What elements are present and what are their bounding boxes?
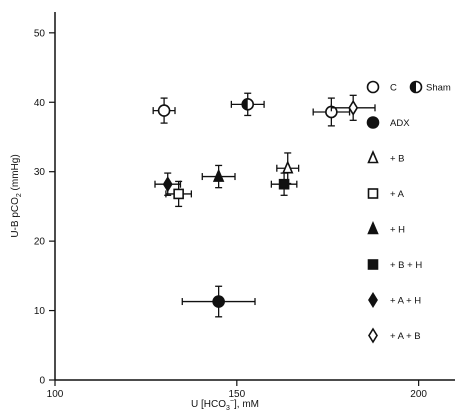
legend-square-filled-marker: [367, 259, 379, 270]
y-label-tail: (mmHg): [10, 154, 21, 193]
legend-circle-open-marker: [366, 80, 380, 94]
legend-triangle-open-marker: [367, 149, 379, 164]
x-label-superscript: −: [230, 398, 234, 405]
legend-label: Sham: [426, 83, 451, 94]
y-tick-label: 50: [34, 28, 46, 39]
legend-item: + B: [367, 149, 405, 165]
point-sham: [230, 92, 265, 117]
legend-label: + B + H: [390, 260, 422, 271]
point-c: [312, 97, 351, 127]
y-label-main: U-B pCO: [10, 197, 21, 238]
legend-item: ADX: [366, 116, 410, 129]
legend-square-open-marker: [367, 188, 379, 199]
legend-item: + H: [367, 220, 405, 236]
legend-item: + A: [367, 188, 405, 200]
point-a-h: [154, 172, 182, 196]
legend-item: C: [366, 80, 397, 94]
point-diamond-filled-marker: [162, 176, 173, 193]
point-circle-half-marker-fill: [242, 98, 248, 110]
point-b-h: [270, 172, 298, 196]
legend-label: + H: [390, 225, 405, 236]
legend-circle-filled-marker: [366, 116, 380, 129]
legend-label: + B: [390, 154, 405, 165]
legend-circle-half-marker-fill: [410, 81, 416, 93]
point-triangle-open-marker: [282, 160, 294, 174]
point-adx: [181, 285, 256, 318]
y-tick-label: 20: [34, 237, 46, 248]
y-tick-label: 30: [34, 167, 46, 178]
x-label-subscript: 3: [226, 405, 230, 412]
legend-label: ADX: [390, 118, 410, 129]
legend-item: + A + H: [368, 291, 421, 309]
point-circle-open-marker: [157, 104, 171, 117]
point-square-open-marker: [173, 188, 184, 200]
legend-diamond-open-marker: [368, 327, 378, 344]
legend-label: + A + H: [390, 296, 421, 307]
legend-item: + A + B: [368, 327, 421, 344]
y-tick-label: 10: [34, 306, 46, 317]
point-diamond-open-marker: [348, 99, 359, 116]
legend-label: + A: [390, 189, 405, 200]
tick-marks: 0 10 20 30 40 50 100 150 200: [34, 28, 428, 400]
y-axis-label: U-B pCO2 (mmHg): [10, 154, 23, 237]
legend-diamond-filled-marker: [368, 291, 378, 309]
point-triangle-filled-marker: [212, 168, 225, 182]
legend-label: + A + B: [390, 331, 421, 342]
y-tick-label: 40: [34, 98, 46, 109]
point-square-filled-marker: [278, 178, 290, 190]
legend: C Sham ADX + B + A + H + B + H + A + H + A + B: [366, 80, 451, 344]
legend-label: C: [390, 83, 397, 94]
point-circle-filled-marker: [212, 295, 225, 308]
x-axis-label: U [HCO3−], mM: [191, 398, 259, 412]
x-label-tail: ], mM: [234, 399, 259, 410]
y-label-subscript: 2: [16, 193, 23, 197]
x-tick-label: 100: [47, 389, 64, 400]
legend-item: + B + H: [367, 259, 422, 271]
x-tick-label: 200: [410, 389, 427, 400]
data-points: [152, 92, 376, 318]
point-a-b: [330, 94, 376, 121]
point-c: [152, 97, 176, 124]
legend-triangle-filled-marker: [367, 220, 379, 235]
legend-item: Sham: [409, 80, 451, 94]
y-tick-label: 0: [39, 376, 45, 387]
x-tick-label: 150: [228, 389, 245, 400]
point-h: [201, 164, 236, 189]
axes: [54, 12, 455, 381]
x-label-main: U [HCO: [191, 399, 226, 410]
